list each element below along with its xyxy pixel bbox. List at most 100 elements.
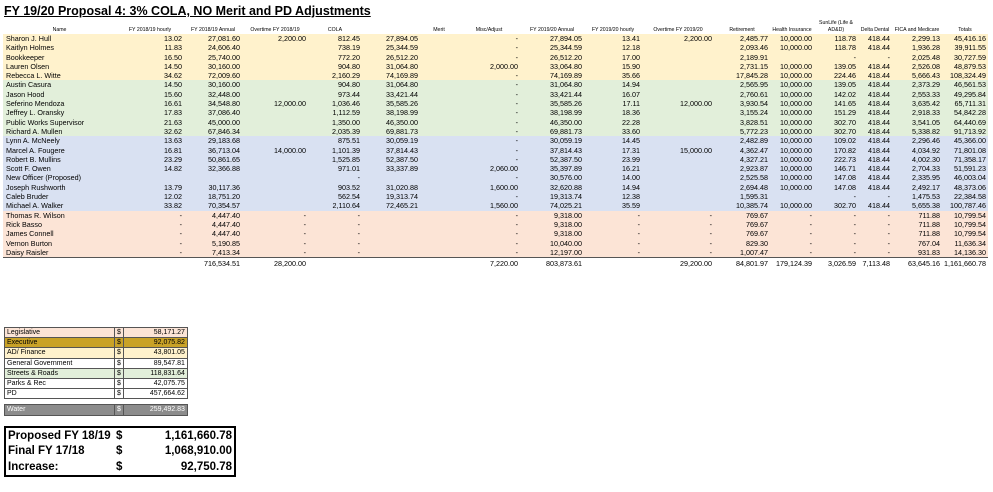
table-cell[interactable]: 25,344.59 <box>520 43 584 53</box>
table-cell[interactable] <box>642 108 714 118</box>
table-cell[interactable]: 302.70 <box>814 201 858 211</box>
table-cell[interactable]: 562.54 <box>308 192 362 202</box>
table-cell[interactable]: 10,000.00 <box>770 201 814 211</box>
table-cell[interactable] <box>642 136 714 146</box>
table-cell[interactable]: 30,727.59 <box>942 52 988 62</box>
table-cell[interactable]: 109.02 <box>814 136 858 146</box>
table-cell[interactable] <box>242 117 308 127</box>
employee-name-cell[interactable]: Sharon J. Hull <box>3 34 116 44</box>
column-header[interactable]: Misc/Adjust <box>475 27 503 34</box>
table-cell[interactable]: - <box>814 238 858 248</box>
employee-name-cell[interactable]: Vernon Burton <box>3 238 116 248</box>
table-cell[interactable]: - <box>308 210 362 220</box>
table-cell[interactable]: 46,003.04 <box>942 173 988 183</box>
table-cell[interactable] <box>242 173 308 183</box>
table-cell[interactable] <box>420 136 458 146</box>
table-cell[interactable]: 2,093.46 <box>714 43 770 53</box>
table-cell[interactable]: 7,413.34 <box>184 247 242 258</box>
table-cell[interactable] <box>420 192 458 202</box>
table-cell[interactable]: 5,772.23 <box>714 126 770 137</box>
table-cell[interactable]: - <box>642 219 714 230</box>
table-cell[interactable]: 27,081.60 <box>184 34 242 44</box>
table-cell[interactable]: 2,918.33 <box>892 108 942 118</box>
table-cell[interactable]: 903.52 <box>308 182 362 193</box>
table-cell[interactable]: - <box>858 192 892 202</box>
total-cell[interactable]: 29,200.00 <box>642 257 714 271</box>
table-cell[interactable]: 30,059.19 <box>362 136 420 146</box>
table-cell[interactable]: 38,198.99 <box>520 108 584 118</box>
table-cell[interactable]: - <box>584 238 642 248</box>
table-cell[interactable] <box>420 182 458 193</box>
table-cell[interactable]: 14.45 <box>584 136 642 146</box>
table-cell[interactable]: 14.00 <box>584 173 642 183</box>
table-cell[interactable]: 418.44 <box>858 99 892 109</box>
table-cell[interactable]: - <box>308 238 362 248</box>
employee-name-cell[interactable]: Seferino Mendoza <box>3 99 116 109</box>
table-cell[interactable]: 772.20 <box>308 52 362 62</box>
table-cell[interactable] <box>420 71 458 81</box>
table-cell[interactable]: 2,373.29 <box>892 80 942 90</box>
table-cell[interactable]: 74,025.21 <box>520 201 584 211</box>
table-cell[interactable]: 64,440.69 <box>942 117 988 127</box>
table-cell[interactable]: 23.29 <box>116 154 184 165</box>
table-cell[interactable]: 74,169.89 <box>520 71 584 81</box>
employee-name-cell[interactable]: Public Works Supervisor <box>3 117 116 127</box>
column-header[interactable]: COLA <box>327 27 343 34</box>
table-cell[interactable]: 33.82 <box>116 201 184 211</box>
employee-name-cell[interactable]: Daisy Raisler <box>3 247 116 258</box>
summary-currency[interactable]: $ <box>114 357 124 369</box>
table-cell[interactable]: 30,160.00 <box>184 61 242 72</box>
table-cell[interactable]: 418.44 <box>858 182 892 193</box>
table-cell[interactable] <box>362 229 420 239</box>
table-cell[interactable]: - <box>116 210 184 220</box>
table-cell[interactable]: 1,036.46 <box>308 99 362 109</box>
column-header[interactable]: Health Insurance <box>772 27 812 34</box>
table-cell[interactable] <box>420 154 458 165</box>
column-header[interactable]: Totals <box>958 27 972 34</box>
table-cell[interactable]: 35,397.89 <box>520 164 584 174</box>
table-cell[interactable]: 100,787.46 <box>942 201 988 211</box>
table-cell[interactable]: - <box>458 192 520 202</box>
table-cell[interactable]: 10,000.00 <box>770 43 814 53</box>
table-cell[interactable] <box>770 192 814 202</box>
table-cell[interactable]: 2,482.89 <box>714 136 770 146</box>
table-cell[interactable]: 13.02 <box>116 34 184 44</box>
table-cell[interactable]: 418.44 <box>858 108 892 118</box>
table-cell[interactable]: 4,002.30 <box>892 154 942 165</box>
table-cell[interactable]: - <box>242 247 308 258</box>
table-cell[interactable]: 13.41 <box>584 34 642 44</box>
table-cell[interactable]: 2,296.46 <box>892 136 942 146</box>
table-cell[interactable] <box>242 164 308 174</box>
table-cell[interactable]: 19,313.74 <box>520 192 584 202</box>
table-cell[interactable]: 32.62 <box>116 126 184 137</box>
table-cell[interactable]: 9,318.00 <box>520 229 584 239</box>
table-cell[interactable]: 17.11 <box>584 99 642 109</box>
table-cell[interactable]: 11,636.34 <box>942 238 988 248</box>
table-cell[interactable] <box>642 80 714 90</box>
table-cell[interactable]: 12.02 <box>116 192 184 202</box>
summary-label[interactable]: General Government <box>4 357 115 369</box>
table-cell[interactable]: 151.29 <box>814 108 858 118</box>
table-cell[interactable]: 32,620.88 <box>520 182 584 193</box>
table-cell[interactable]: 418.44 <box>858 80 892 90</box>
table-cell[interactable]: 25,344.59 <box>362 43 420 53</box>
table-cell[interactable]: - <box>116 247 184 258</box>
table-cell[interactable]: 118.78 <box>814 43 858 53</box>
table-cell[interactable] <box>642 154 714 165</box>
table-cell[interactable]: 17.00 <box>584 52 642 62</box>
summary-amount[interactable]: 43,801.05 <box>122 347 188 359</box>
table-cell[interactable]: 767.04 <box>892 238 942 248</box>
table-cell[interactable]: 32,366.88 <box>184 164 242 174</box>
table-cell[interactable]: 2,160.29 <box>308 71 362 81</box>
table-cell[interactable]: 5,666.43 <box>892 71 942 81</box>
summary-label[interactable]: Executive <box>4 337 115 349</box>
table-cell[interactable]: 170.82 <box>814 145 858 155</box>
table-cell[interactable] <box>242 61 308 72</box>
table-cell[interactable]: - <box>458 99 520 109</box>
table-cell[interactable]: 3,930.54 <box>714 99 770 109</box>
table-cell[interactable]: 1,007.47 <box>714 247 770 258</box>
table-cell[interactable]: - <box>458 247 520 258</box>
table-cell[interactable]: 418.44 <box>858 201 892 211</box>
table-cell[interactable]: 147.08 <box>814 173 858 183</box>
table-cell[interactable]: 32,448.00 <box>184 89 242 100</box>
